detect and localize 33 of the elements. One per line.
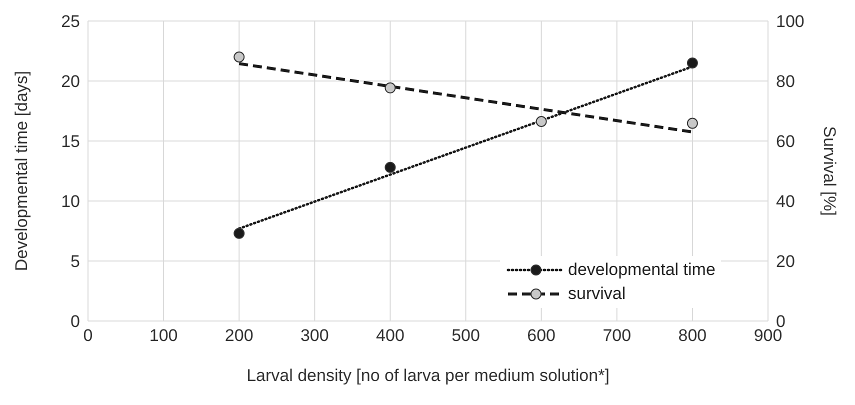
x-tick-label: 900 bbox=[754, 326, 782, 346]
point bbox=[234, 228, 245, 239]
point bbox=[384, 162, 396, 173]
legend-label: developmental time bbox=[568, 260, 716, 280]
x-tick-label: 0 bbox=[83, 326, 93, 346]
x-tick-label: 600 bbox=[527, 326, 556, 346]
y-tick-label: 5 bbox=[70, 252, 80, 272]
y2-tick-label: 60 bbox=[776, 132, 795, 152]
x-tick-label: 300 bbox=[300, 326, 329, 346]
y-tick-label: 20 bbox=[61, 72, 80, 92]
point bbox=[686, 58, 698, 68]
x-tick-label: 100 bbox=[149, 326, 178, 346]
x-axis-title: Larval density [no of larva per medium solution*] bbox=[246, 366, 610, 385]
x-tick-label: 700 bbox=[602, 326, 632, 346]
legend-label: survival bbox=[568, 284, 626, 304]
point bbox=[536, 116, 547, 127]
point bbox=[384, 82, 396, 94]
y-tick-label: 10 bbox=[61, 192, 80, 212]
y-axis-title: Developmental time [days] bbox=[12, 70, 32, 272]
x-tick-label: 200 bbox=[224, 326, 254, 346]
y2-tick-label: 20 bbox=[776, 252, 795, 272]
y-tick-label: 15 bbox=[61, 132, 80, 152]
point bbox=[686, 118, 698, 129]
y2-tick-label: 40 bbox=[776, 192, 795, 212]
point bbox=[234, 52, 245, 62]
x-tick-label: 800 bbox=[678, 326, 707, 346]
y-tick-label: 25 bbox=[61, 12, 80, 32]
x-tick-label: 500 bbox=[452, 326, 480, 346]
y2-axis-title: Survival [%] bbox=[820, 126, 839, 216]
y2-tick-label: 100 bbox=[776, 12, 804, 32]
y-tick-label: 0 bbox=[70, 312, 80, 332]
x-tick-label: 400 bbox=[376, 326, 404, 346]
y2-tick-label: 80 bbox=[776, 72, 795, 92]
